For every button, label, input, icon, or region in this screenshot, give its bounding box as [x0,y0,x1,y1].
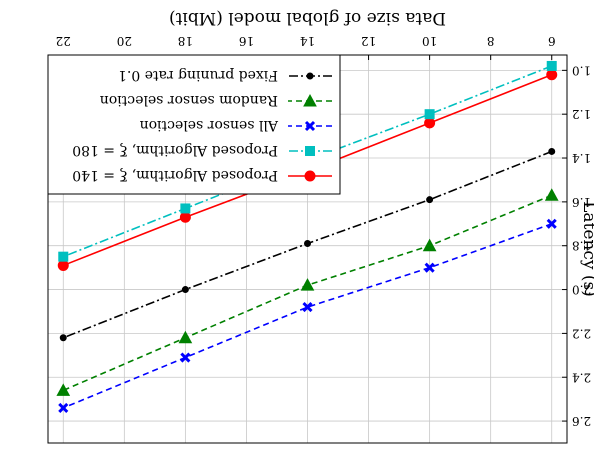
ticks: 6 8 10 12 14 16 18 20 22 1.0 1.2 1.4 1.6 1.8 2.0 2.2 2.4… [56,34,591,428]
y-tick-label: 1.2 [572,107,591,121]
data-point [544,188,559,201]
y-tick-label: 2.2 [572,326,591,340]
data-point [424,262,435,273]
data-point [424,117,436,129]
legend-label: All sensor selection [140,117,279,133]
legend-marker [304,120,316,132]
data-point [300,278,315,291]
marker-stroke [304,120,316,132]
data-point [59,334,67,342]
marker-stroke [180,352,191,363]
legend-label: Proposed Algorithm, ξ = 180 [72,142,278,158]
legend-label: Random sensor selection [100,92,278,108]
legend-marker [304,170,316,182]
y-tick-label: 1.4 [572,151,591,165]
data-point [58,251,69,262]
series-line [62,223,553,409]
data-point [426,196,434,204]
x-tick-label: 14 [300,34,316,48]
legend-item: Fixed pruning rate 0.1 [118,67,332,83]
x-tick-label: 22 [56,34,71,48]
y-tick-label: 2.6 [572,414,591,428]
marker-stroke [424,262,435,273]
legend: Proposed Algorithm, ξ = 140 Proposed Algo… [47,54,341,195]
legend-box [47,54,341,195]
y-tick-label: 2.4 [572,370,591,384]
legend-marker [303,93,317,107]
data-point [57,259,69,271]
legend-item: Proposed Algorithm, ξ = 140 [72,167,332,183]
y-tick-label: 2.0 [572,283,591,297]
data-point [56,383,71,396]
data-point [546,69,558,81]
legend-item: All sensor selection [140,117,332,133]
x-tick-label: 8 [487,34,495,48]
legend-item: Random sensor selection [100,92,332,108]
data-point [304,240,311,248]
series-3 [58,218,557,413]
x-tick-label: 16 [239,34,254,48]
chart-rotated-group: 6 8 10 12 14 16 18 20 22 1.0 1.2 1.4 1.6 1.8 2.0 2.2 2.4… [47,8,594,444]
data-point [58,402,69,413]
data-point [178,330,193,344]
data-point [422,238,437,252]
y-tick-label: 1.8 [572,239,591,253]
marker-stroke [302,302,313,313]
series-4 [56,188,559,396]
data-point [181,286,189,294]
x-tick-label: 20 [117,34,132,48]
data-point [180,352,191,363]
x-axis-label: Data size of global model (Mbit) [169,8,446,28]
x-tick-label: 10 [422,34,437,48]
data-point [180,203,191,214]
legend-item: Proposed Algorithm, ξ = 180 [72,142,332,158]
data-point [546,218,557,229]
data-point [424,109,435,120]
legend-label: Proposed Algorithm, ξ = 140 [72,167,278,183]
x-tick-label: 6 [548,34,556,48]
data-point [179,211,191,223]
marker-stroke [58,402,69,413]
legend-marker [306,72,314,80]
marker-stroke [546,218,557,229]
data-point [548,147,556,155]
legend-marker [305,146,315,156]
x-tick-label: 12 [361,34,376,48]
x-tick-label: 18 [178,34,193,48]
series-5 [59,147,556,342]
y-tick-label: 1.0 [572,63,591,77]
y-tick-label: 1.6 [572,195,591,209]
data-point [546,60,557,71]
y-axis-label: Latency (s) [579,201,594,297]
data-point [302,302,313,313]
legend-label: Fixed pruning rate 0.1 [118,67,278,83]
